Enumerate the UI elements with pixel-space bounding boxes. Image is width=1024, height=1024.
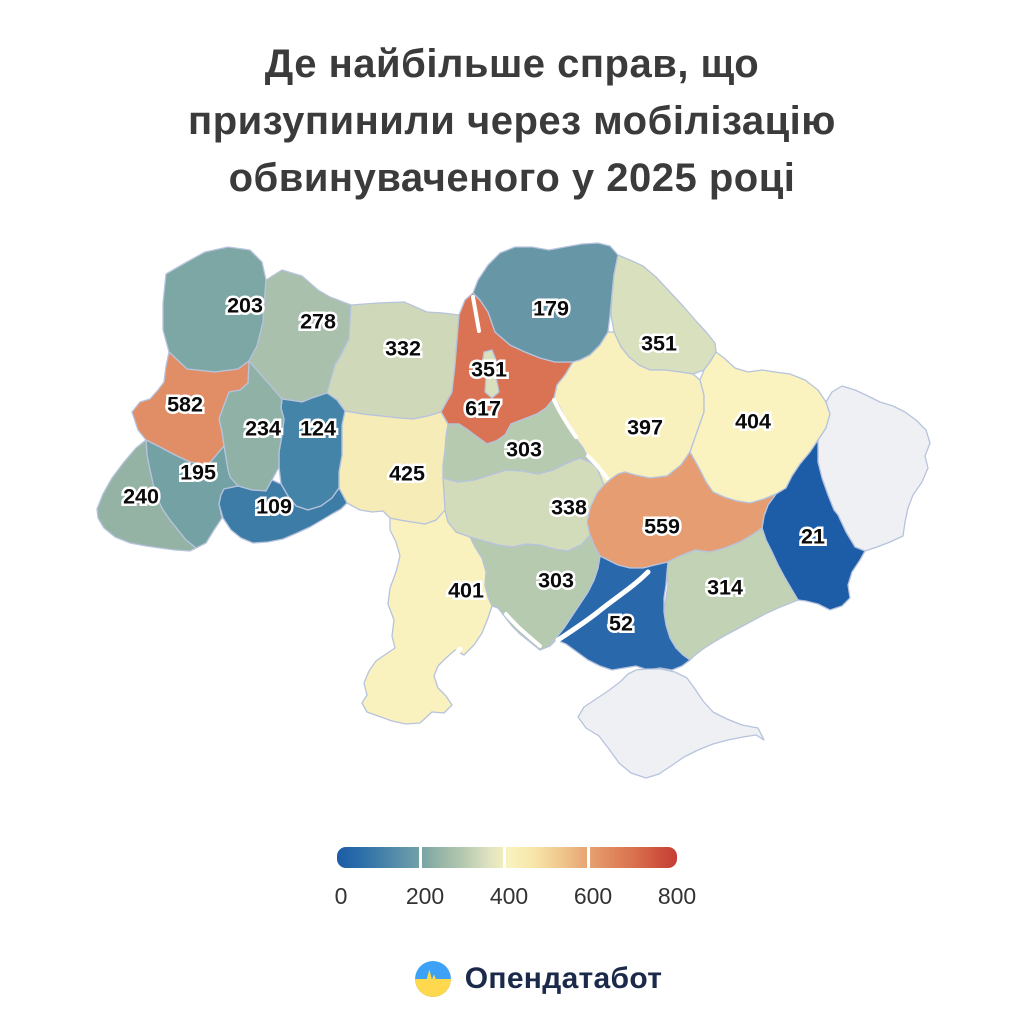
region-value-label-cherkasy: 303 bbox=[506, 438, 542, 462]
legend-separator-200 bbox=[419, 847, 422, 868]
region-zakarpattia bbox=[96, 439, 197, 552]
region-value-label-vinnytsia: 425 bbox=[389, 462, 425, 486]
region-chernivtsi bbox=[218, 479, 348, 544]
legend-tick-200: 200 bbox=[405, 883, 445, 909]
region-value-label-kirovohrad: 338 bbox=[551, 496, 587, 520]
region-value-label-kherson: 52 bbox=[609, 612, 633, 636]
region-value-label-kyiv-oblast: 617 bbox=[465, 397, 501, 421]
river-dnipro-lower bbox=[555, 569, 651, 643]
region-kyiv-city bbox=[481, 349, 500, 399]
footer-logo: Опендатабот bbox=[26, 960, 1024, 998]
region-value-label-ternopil: 234 bbox=[245, 417, 281, 441]
legend-separator-400 bbox=[503, 847, 506, 868]
region-value-label-volyn: 203 bbox=[227, 294, 263, 318]
river-kaniv-reservoir bbox=[552, 398, 578, 439]
region-value-label-zaporizhzhia: 314 bbox=[707, 576, 743, 600]
opendatabot-logo-icon bbox=[414, 961, 451, 997]
region-value-labels: 203 278 332 617 351 179 351 397 404 21 559 314 52 303… bbox=[121, 291, 828, 638]
region-value-label-chernihiv: 179 bbox=[533, 297, 569, 321]
region-value-label-odesa: 401 bbox=[448, 579, 484, 603]
chart-title-line-2: призупинили через мобілізацію bbox=[188, 99, 836, 143]
region-value-label-kharkiv: 404 bbox=[735, 410, 771, 434]
river-buh-estuary bbox=[504, 612, 542, 648]
region-value-label-mykolaiv: 303 bbox=[538, 569, 574, 593]
region-value-label-ivano-frankivsk: 195 bbox=[180, 461, 216, 485]
map-regions bbox=[96, 242, 931, 779]
region-odesa bbox=[361, 509, 493, 725]
river-lines bbox=[441, 295, 651, 679]
region-value-label-zhytomyr: 332 bbox=[385, 337, 421, 361]
region-value-label-sumy: 351 bbox=[641, 332, 677, 356]
region-value-label-chernivtsi: 109 bbox=[256, 495, 292, 519]
legend-gradient-bar bbox=[337, 847, 677, 868]
region-value-label-rivne: 278 bbox=[300, 310, 336, 334]
legend-separator-600 bbox=[587, 847, 590, 868]
chart-title-line-3: обвинуваченого у 2025 році bbox=[228, 156, 796, 200]
region-value-label-dnipropetrovsk: 559 bbox=[644, 515, 680, 539]
color-legend: 0 200 400 600 800 bbox=[335, 847, 696, 917]
legend-tick-400: 400 bbox=[489, 883, 529, 909]
legend-tick-0: 0 bbox=[334, 883, 348, 909]
region-value-label-zakarpattia: 240 bbox=[123, 485, 159, 509]
river-kyiv-reservoir bbox=[471, 295, 481, 333]
footer-logo-text: Опендатабот bbox=[464, 962, 663, 995]
region-value-label-kyiv-city: 351 bbox=[471, 358, 507, 382]
legend-tick-800: 800 bbox=[657, 883, 697, 909]
river-kremenchuk-reservoir bbox=[586, 454, 609, 480]
river-dniester-estuary bbox=[441, 646, 463, 679]
region-value-label-lviv: 582 bbox=[167, 393, 203, 417]
region-value-label-khmelnytskyi: 124 bbox=[300, 417, 336, 441]
region-value-label-donetsk: 21 bbox=[801, 525, 825, 549]
legend-tick-600: 600 bbox=[573, 883, 613, 909]
region-crimea bbox=[577, 668, 765, 779]
region-value-label-poltava: 397 bbox=[627, 416, 663, 440]
region-sumy bbox=[610, 254, 717, 375]
chart-title-line-1: Де найбільше справ, що bbox=[264, 42, 760, 86]
chart-title: Де найбільше справ, що призупинили через… bbox=[0, 36, 1024, 207]
region-cherkasy bbox=[442, 397, 591, 483]
